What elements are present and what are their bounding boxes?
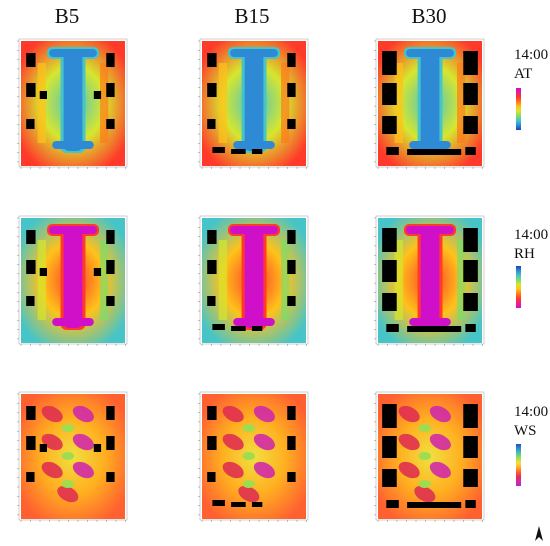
legend-at — [516, 88, 546, 130]
legend-ws — [516, 444, 546, 486]
row-variable: WS — [514, 423, 537, 439]
simulation-map-rh-b5 — [7, 214, 132, 354]
legend-colorbar — [516, 444, 521, 486]
row-label-rh: 14:00 RH — [514, 226, 548, 264]
legend-rh — [516, 266, 546, 308]
simulation-map-at-b15 — [188, 37, 313, 177]
row-time: 14:00 — [514, 227, 549, 243]
north-arrow-icon — [535, 526, 543, 541]
column-title-b15: B15 — [234, 4, 270, 28]
simulation-map-ws-b5 — [7, 390, 132, 530]
simulation-map-at-b5 — [7, 37, 132, 177]
column-title-b30: B30 — [411, 4, 447, 28]
simulation-map-ws-b30 — [364, 390, 489, 530]
row-label-at: 14:00 AT — [514, 46, 548, 84]
simulation-map-ws-b15 — [188, 390, 313, 530]
simulation-map-rh-b15 — [188, 214, 313, 354]
simulation-map-rh-b30 — [364, 214, 489, 354]
row-time: 14:00 — [514, 47, 549, 63]
row-variable: RH — [514, 246, 535, 262]
row-variable: AT — [514, 66, 533, 82]
column-title-b5: B5 — [54, 4, 80, 28]
simulation-map-at-b30 — [364, 37, 489, 177]
legend-colorbar — [516, 266, 521, 308]
row-time: 14:00 — [514, 404, 549, 420]
row-label-ws: 14:00 WS — [514, 403, 548, 441]
legend-colorbar — [516, 88, 521, 130]
